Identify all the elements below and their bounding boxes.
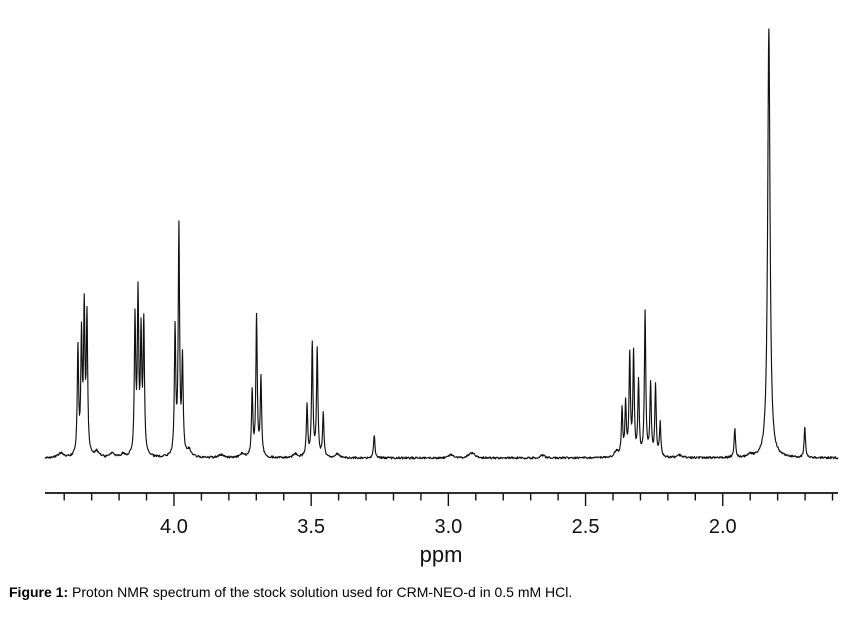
x-tick-label: 2.5 [572,516,600,538]
spectrum-trace [44,28,839,460]
x-tick-label: 3.0 [434,516,462,538]
figure-caption-label: Figure 1: [9,584,69,600]
x-axis: 4.0 3.5 3.0 2.5 2.0 [45,492,838,538]
x-tick-label: 2.0 [709,516,737,538]
spectrum-trace-group [44,28,839,460]
x-tick-label: 4.0 [160,516,188,538]
figure-caption: Figure 1: Proton NMR spectrum of the sto… [9,584,839,602]
x-axis-label: ppm [420,542,463,567]
nmr-spectrum-plot: 4.0 3.5 3.0 2.5 2.0 ppm [44,28,839,567]
figure-caption-text: Proton NMR spectrum of the stock solutio… [68,584,573,600]
x-tick-label: 3.5 [297,516,325,538]
